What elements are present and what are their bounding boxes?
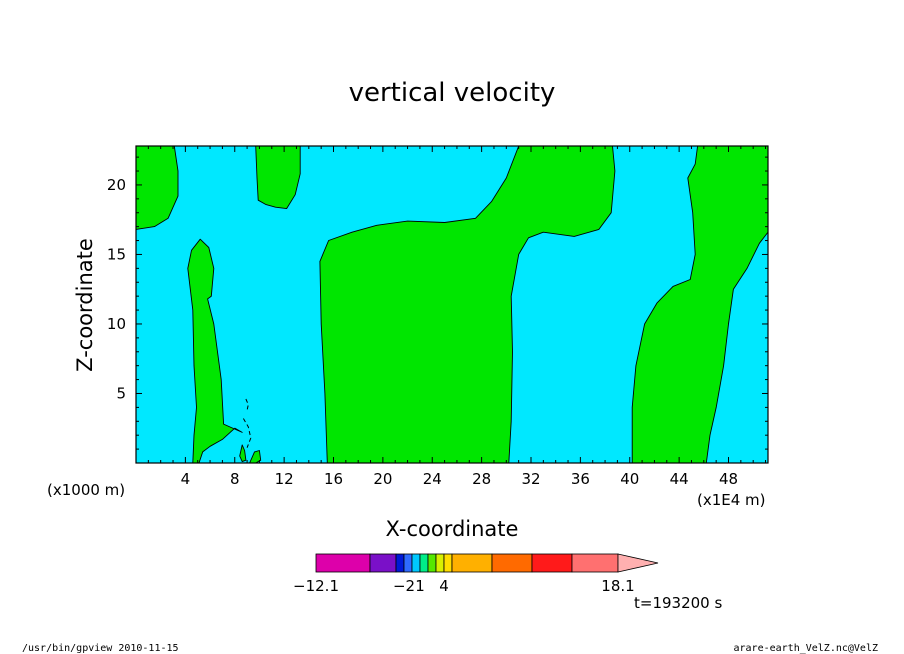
x-tick-label: 20 bbox=[373, 470, 392, 488]
x-tick-label: 16 bbox=[324, 470, 343, 488]
colorbar-label: −2 bbox=[393, 577, 415, 595]
y-tick-label: 15 bbox=[107, 245, 126, 263]
colorbar-segment bbox=[531, 553, 573, 573]
colorbar-label: 18.1 bbox=[601, 577, 634, 595]
colorbar-segment bbox=[443, 553, 453, 573]
time-label: t=193200 s bbox=[634, 594, 722, 612]
x-tick-label: 24 bbox=[423, 470, 442, 488]
positive-regions bbox=[136, 146, 768, 463]
x-tick-label: 32 bbox=[521, 470, 540, 488]
x-axis-ticks: 4 8 12 16 20 24 28 32 36 40 44 48 bbox=[147, 146, 767, 488]
colorbar-segment bbox=[419, 553, 429, 573]
positive-region-small-blob-b bbox=[249, 450, 262, 463]
x-unit-note: (x1E4 m) bbox=[697, 491, 766, 509]
colorbar bbox=[315, 553, 659, 573]
positive-region-small-blob-a bbox=[239, 444, 247, 463]
x-tick-label: 8 bbox=[230, 470, 240, 488]
colorbar-label: 1 bbox=[415, 577, 425, 595]
footer-program: /usr/bin/gpview 2010-11-15 bbox=[22, 643, 179, 654]
x-tick-label: 4 bbox=[181, 470, 191, 488]
y-tick-label: 5 bbox=[116, 384, 126, 402]
colorbar-label: −12.1 bbox=[293, 577, 339, 595]
x-tick-label: 28 bbox=[472, 470, 491, 488]
colorbar-segment bbox=[315, 553, 371, 573]
colorbar-labels: −12.1 −2 1 4 18.1 bbox=[293, 577, 635, 595]
x-tick-label: 12 bbox=[275, 470, 294, 488]
positive-region-central-band bbox=[319, 146, 616, 463]
colorbar-label: 4 bbox=[439, 577, 449, 595]
x-tick-label: 44 bbox=[670, 470, 689, 488]
chart-title: vertical velocity bbox=[349, 78, 556, 108]
y-tick-label: 20 bbox=[107, 176, 126, 194]
colorbar-segment bbox=[427, 553, 437, 573]
positive-region-left-top-corner bbox=[136, 146, 179, 230]
dashed-contour-1 bbox=[242, 418, 252, 448]
colorbar-segment bbox=[395, 553, 405, 573]
x-tick-label: 36 bbox=[571, 470, 590, 488]
dashed-contour-0 bbox=[245, 398, 249, 411]
colorbar-segment bbox=[369, 553, 397, 573]
positive-region-top-lobe-10 bbox=[255, 146, 301, 210]
colorbar-segment bbox=[571, 553, 619, 573]
x-tick-label: 48 bbox=[719, 470, 738, 488]
colorbar-segment bbox=[491, 553, 533, 573]
plot-frame bbox=[135, 145, 769, 464]
y-tick-label: 10 bbox=[107, 315, 126, 333]
footer-file: arare-earth_VelZ.nc@VelZ bbox=[734, 643, 879, 654]
positive-region-lower-left-plume bbox=[187, 238, 243, 463]
x-tick-label: 40 bbox=[620, 470, 639, 488]
positive-region-right-band bbox=[631, 146, 768, 463]
dashed-contours bbox=[242, 398, 252, 448]
colorbar-segment bbox=[403, 553, 413, 573]
colorbar-segment bbox=[411, 553, 421, 573]
colorbar-extension-arrow bbox=[617, 553, 659, 573]
x-scale-note: (x1000 m) bbox=[47, 481, 125, 499]
y-axis-label: Z-coordinate bbox=[73, 238, 97, 372]
y-axis-ticks: 5 10 15 20 bbox=[107, 156, 768, 450]
colorbar-segment bbox=[451, 553, 493, 573]
colorbar-segment bbox=[435, 553, 445, 573]
x-axis-label: X-coordinate bbox=[386, 517, 519, 541]
